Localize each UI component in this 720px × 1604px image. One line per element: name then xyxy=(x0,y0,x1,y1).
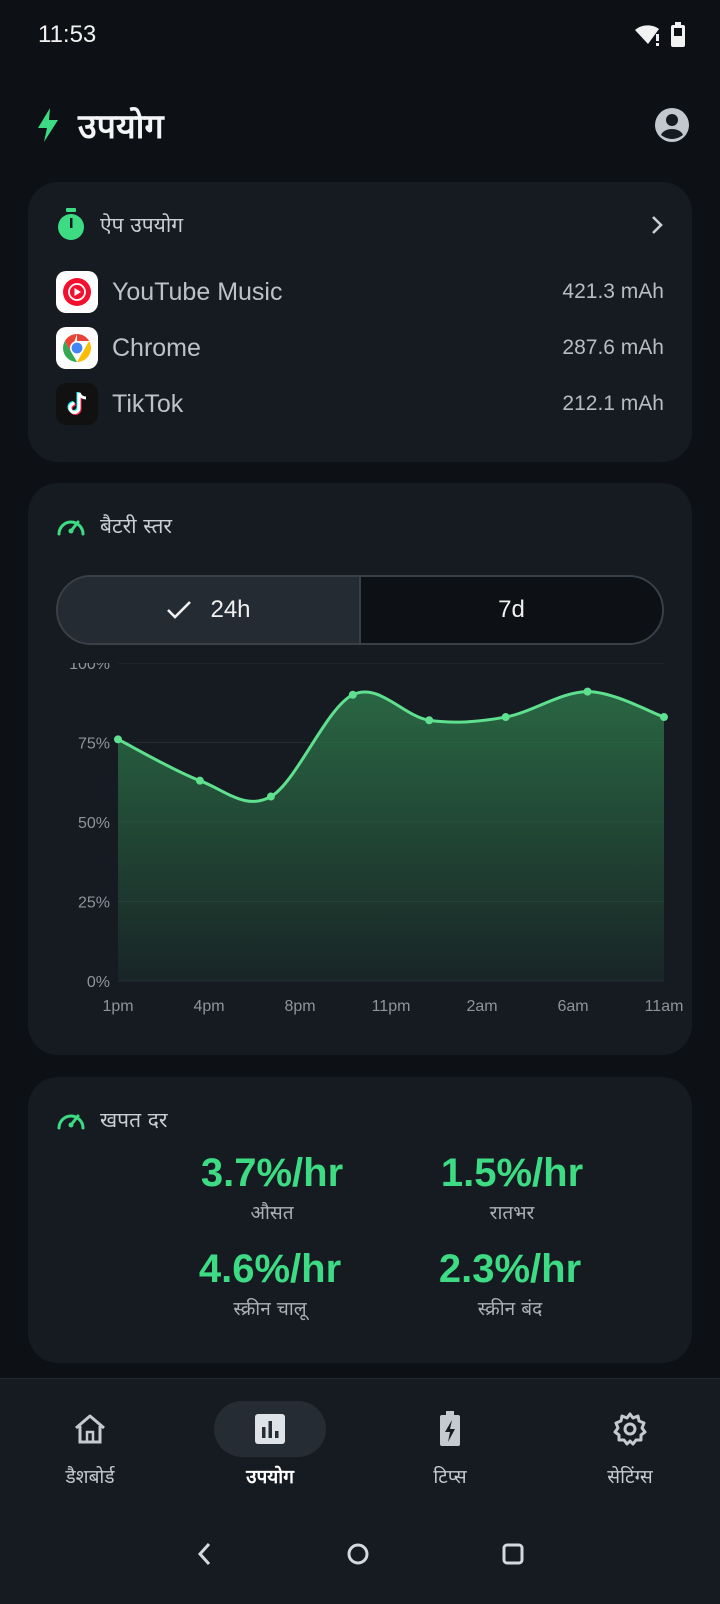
app-usage-header[interactable]: ऐप उपयोग xyxy=(56,200,664,250)
app-usage-value: 421.3 mAh xyxy=(562,280,664,303)
youtube-music-icon xyxy=(56,271,98,313)
battery-icon xyxy=(671,22,685,47)
nav-dashboard-label: डैशबोर्ड xyxy=(65,1466,115,1488)
speedometer-icon xyxy=(57,520,85,536)
nav-dashboard-pill[interactable] xyxy=(34,1401,146,1457)
recents-icon[interactable] xyxy=(501,1542,525,1566)
app-header: उपयोग xyxy=(0,90,720,160)
speedometer-icon xyxy=(57,1114,85,1130)
rate-value: 1.5%/hr xyxy=(440,1151,584,1195)
data-point xyxy=(660,713,668,722)
list-item[interactable]: Chrome 287.6 mAh xyxy=(56,320,664,376)
x-tick-label: 1pm xyxy=(102,998,133,1015)
page-title: उपयोग xyxy=(78,107,164,147)
nav-settings[interactable]: सेटिंग्स xyxy=(540,1379,720,1504)
nav-dashboard[interactable]: डैशबोर्ड xyxy=(0,1379,180,1504)
tiktok-icon xyxy=(56,383,98,425)
battery-level-title: बैटरी स्तर xyxy=(100,514,173,538)
nav-usage[interactable]: उपयोग xyxy=(180,1379,360,1504)
battery-level-header: बैटरी स्तर xyxy=(56,501,664,551)
chrome-icon xyxy=(56,327,98,369)
data-point xyxy=(348,690,357,699)
rate-value: 4.6%/hr xyxy=(198,1247,342,1291)
check-icon xyxy=(167,601,192,619)
wifi-alert-icon xyxy=(635,25,659,46)
rate-label: रातभर xyxy=(489,1202,535,1224)
range-toggle: 24h 7d xyxy=(56,575,664,645)
consumption-card: खपत दर 3.7%/hr औसत 1.5%/hr रातभर 4.6%/hr… xyxy=(28,1077,692,1363)
home-icon xyxy=(75,1414,105,1444)
rate-label: औसत xyxy=(250,1202,294,1224)
rate-value: 3.7%/hr xyxy=(200,1151,344,1195)
data-point xyxy=(266,792,275,801)
data-point xyxy=(195,776,204,785)
app-name: TikTok xyxy=(112,389,184,418)
app-usage-list: YouTube Music 421.3 mAh Chrome 287.6 mAh xyxy=(56,264,664,432)
bolt-icon xyxy=(38,108,58,142)
nav-settings-pill[interactable] xyxy=(574,1401,686,1457)
system-nav-bar xyxy=(0,1504,720,1604)
x-tick-label: 11pm xyxy=(372,998,411,1015)
battery-chart: 0% 25% 50% 75% 100% 1pm 4pm 8pm 11pm 2am 6am 11am xyxy=(28,656,692,1043)
app-name: Chrome xyxy=(112,333,201,362)
y-tick-label: 25% xyxy=(78,895,110,912)
data-point xyxy=(425,716,434,725)
nav-usage-pill[interactable] xyxy=(214,1401,326,1457)
nav-settings-label: सेटिंग्स xyxy=(607,1466,653,1488)
rate-screen-off: 2.3%/hr स्क्रीन बंद xyxy=(390,1247,630,1321)
bar-chart-icon xyxy=(255,1414,285,1444)
data-point xyxy=(114,735,122,744)
nav-tips-pill[interactable] xyxy=(394,1401,506,1457)
rate-value: 2.3%/hr xyxy=(438,1247,582,1291)
list-item[interactable]: YouTube Music 421.3 mAh xyxy=(56,264,664,320)
y-tick-label: 0% xyxy=(87,974,110,991)
data-point xyxy=(501,713,510,722)
gear-icon xyxy=(613,1412,647,1446)
toggle-7d-button[interactable]: 7d xyxy=(361,577,662,643)
rate-label: स्क्रीन बंद xyxy=(477,1298,543,1320)
bottom-nav: डैशबोर्ड उपयोग टिप्स xyxy=(0,1378,720,1504)
battery-line xyxy=(117,690,665,803)
consumption-grid: 3.7%/hr औसत 1.5%/hr रातभर 4.6%/hr स्क्री… xyxy=(56,1145,664,1365)
toggle-24h-label: 24h xyxy=(210,596,251,623)
battery-level-card: बैटरी स्तर 24h 7d 0% 25% 50% 75% 100% 1pm 4pm 8… xyxy=(28,483,692,1055)
x-tick-label: 11am xyxy=(645,998,684,1015)
consumption-title: खपत दर xyxy=(100,1108,168,1132)
timer-icon xyxy=(58,208,84,240)
x-tick-label: 4pm xyxy=(193,998,224,1015)
x-tick-label: 8pm xyxy=(284,998,315,1015)
rate-screen-on: 4.6%/hr स्क्रीन चालू xyxy=(150,1247,390,1321)
app-usage-title: ऐप उपयोग xyxy=(100,213,184,237)
app-usage-value: 212.1 mAh xyxy=(562,392,664,415)
y-tick-label: 75% xyxy=(78,736,110,753)
consumption-header: खपत दर xyxy=(56,1095,664,1145)
rate-average: 3.7%/hr औसत xyxy=(152,1151,392,1225)
x-tick-label: 6am xyxy=(557,998,588,1015)
home-circle-icon[interactable] xyxy=(346,1542,370,1566)
rate-overnight: 1.5%/hr रातभर xyxy=(392,1151,632,1225)
app-name: YouTube Music xyxy=(112,277,283,306)
account-icon[interactable] xyxy=(654,107,690,143)
nav-usage-label: उपयोग xyxy=(246,1466,294,1488)
x-tick-label: 2am xyxy=(466,998,497,1015)
app-usage-card[interactable]: ऐप उपयोग YouTube Music 421.3 mAh xyxy=(28,182,692,462)
battery-charging-icon xyxy=(440,1411,460,1446)
chevron-right-icon[interactable] xyxy=(650,214,664,236)
y-tick-label: 100% xyxy=(69,663,110,673)
battery-area xyxy=(118,691,664,981)
app-usage-value: 287.6 mAh xyxy=(562,336,664,359)
status-icons xyxy=(634,22,686,48)
list-item[interactable]: TikTok 212.1 mAh xyxy=(56,376,664,432)
status-bar: 11:53 xyxy=(0,0,720,70)
toggle-7d-label: 7d xyxy=(498,596,525,623)
status-time: 11:53 xyxy=(38,21,97,48)
toggle-24h-button[interactable]: 24h xyxy=(58,577,361,643)
nav-tips[interactable]: टिप्स xyxy=(360,1379,540,1504)
data-point xyxy=(583,687,592,696)
nav-tips-label: टिप्स xyxy=(433,1466,467,1488)
battery-chart-svg: 0% 25% 50% 75% 100% 1pm 4pm 8pm 11pm 2am 6am 11am xyxy=(69,656,684,1015)
y-tick-label: 50% xyxy=(78,815,110,832)
rate-label: स्क्रीन चालू xyxy=(233,1298,307,1320)
back-icon[interactable] xyxy=(195,1541,215,1567)
